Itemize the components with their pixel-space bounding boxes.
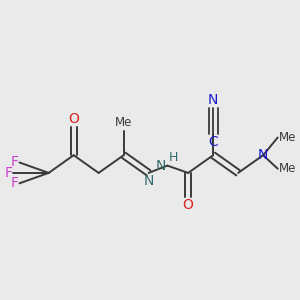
Text: F: F [11,176,19,190]
Text: C: C [208,135,218,149]
Text: N: N [208,93,218,107]
Text: N: N [156,159,166,172]
Text: N: N [258,148,268,162]
Text: Me: Me [279,131,296,144]
Text: O: O [183,198,194,212]
Text: F: F [11,155,19,170]
Text: F: F [4,166,12,180]
Text: N: N [143,174,154,188]
Text: H: H [168,151,178,164]
Text: Me: Me [115,116,132,129]
Text: O: O [68,112,79,126]
Text: Me: Me [279,162,296,175]
